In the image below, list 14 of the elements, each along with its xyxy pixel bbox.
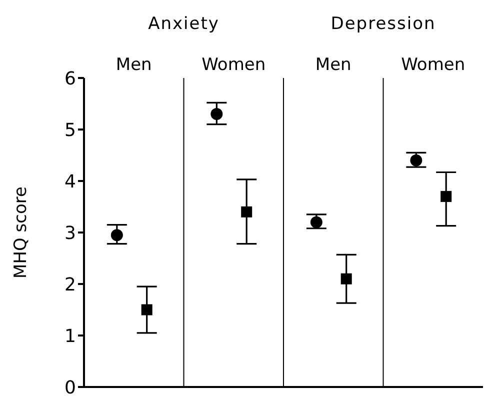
text: Anxiety (147, 14, 220, 34)
x-tick-label: Women (202, 55, 266, 75)
y-tick-label: 1 (64, 326, 76, 347)
y-tick-label: 3 (64, 222, 76, 244)
x-tick-label: Men (116, 55, 152, 75)
text: Depression (330, 14, 437, 34)
y-tick-label: 0 (64, 377, 76, 398)
y-tick-label: 5 (64, 120, 76, 141)
y-axis-title: MHQ score (11, 186, 32, 278)
x-tick-label: Men (315, 55, 352, 75)
x-tick-label: Women (401, 55, 466, 75)
y-tick-label: 2 (64, 274, 76, 296)
y-tick-label: 4 (64, 171, 76, 192)
y-tick-label: 6 (64, 68, 76, 90)
